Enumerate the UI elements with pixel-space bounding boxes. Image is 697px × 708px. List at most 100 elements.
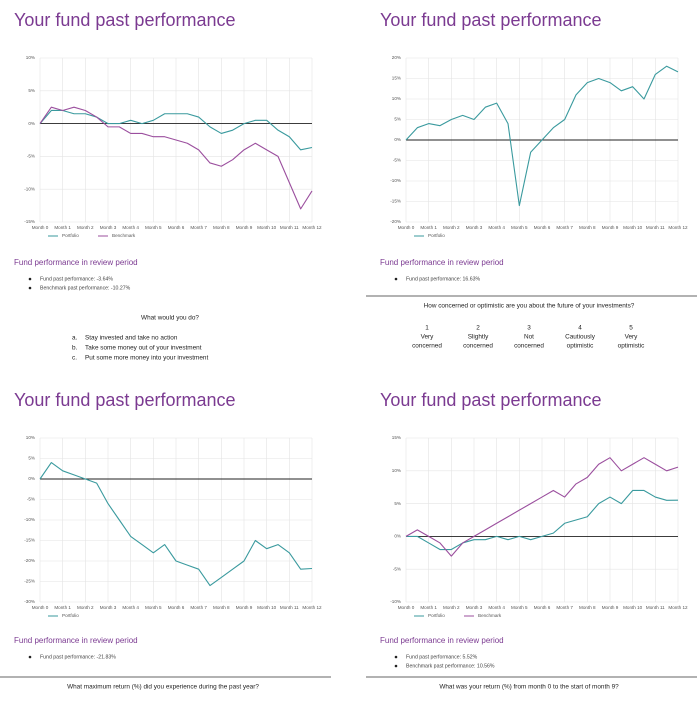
x-tick-label: Month 7 [190, 225, 207, 230]
panel-title: Your fund past performance [380, 390, 601, 410]
x-tick-label: Month 8 [213, 225, 230, 230]
y-tick-label: -15% [390, 199, 401, 204]
scale-label: optimistic [567, 343, 594, 350]
series-line [39, 106, 313, 210]
x-tick-label: Month 9 [602, 605, 619, 610]
x-tick-label: Month 6 [168, 225, 185, 230]
x-tick-label: Month 4 [122, 225, 139, 230]
scale-number: 4 [578, 325, 582, 332]
bullet-text: Fund past performance: 5.52% [406, 654, 478, 660]
x-tick-label: Month 0 [398, 225, 415, 230]
x-tick-label: Month 2 [77, 225, 94, 230]
x-tick-label: Month 1 [420, 225, 437, 230]
x-tick-label: Month 5 [145, 225, 162, 230]
series-line [406, 489, 679, 551]
scale-number: 1 [425, 325, 429, 332]
y-tick-label: 10% [392, 468, 401, 473]
y-tick-label: 20% [392, 55, 401, 60]
y-tick-label: 10% [392, 96, 401, 101]
x-tick-label: Month 10 [257, 605, 277, 610]
bullet-dot [28, 655, 32, 659]
option-text: Take some money out of your investment [85, 345, 202, 352]
x-tick-label: Month 4 [122, 605, 139, 610]
panel-title: Your fund past performance [14, 10, 235, 30]
x-tick-label: Month 7 [190, 605, 207, 610]
x-tick-label: Month 8 [579, 605, 596, 610]
x-tick-label: Month 4 [488, 225, 505, 230]
y-tick-label: -10% [24, 186, 35, 191]
x-tick-label: Month 7 [556, 225, 573, 230]
x-tick-label: Month 1 [420, 605, 437, 610]
x-tick-label: Month 4 [488, 605, 505, 610]
legend-label: Portfolio [62, 613, 79, 618]
panel: Your fund past performance 10% 5% 0% -5% -10%… [0, 390, 331, 691]
bullet-dot [28, 286, 32, 290]
x-tick-label: Month 3 [466, 225, 483, 230]
x-tick-label: Month 6 [168, 605, 185, 610]
y-tick-label: -5% [27, 154, 35, 159]
legend-label: Portfolio [428, 233, 445, 238]
y-tick-label: -20% [24, 558, 35, 563]
option-letter: c. [72, 355, 77, 362]
panel: Your fund past performance 15% 10% 5% 0% -5% -… [366, 390, 697, 691]
y-tick-label: -20% [390, 219, 401, 224]
x-tick-label: Month 2 [443, 225, 460, 230]
y-tick-label: 10% [26, 435, 35, 440]
series-line [405, 457, 679, 557]
x-tick-label: Month 8 [579, 225, 596, 230]
x-tick-label: Month 6 [534, 605, 551, 610]
x-tick-label: Month 11 [280, 605, 299, 610]
bullet-text: Benchmark past performance: -10.27% [40, 285, 131, 291]
scale-label: concerned [412, 343, 442, 350]
option-text: Stay invested and take no action [85, 335, 178, 342]
panel-title: Your fund past performance [380, 10, 601, 30]
y-tick-label: -5% [393, 158, 401, 163]
y-tick-label: 5% [394, 501, 401, 506]
x-tick-label: Month 0 [398, 605, 415, 610]
x-tick-label: Month 2 [443, 605, 460, 610]
y-tick-label: -10% [24, 517, 35, 522]
option-letter: b. [72, 345, 78, 352]
scale-label: Slightly [468, 334, 489, 341]
scale-label: concerned [463, 343, 493, 350]
scale-number: 5 [629, 325, 633, 332]
bullet-dot [28, 277, 32, 281]
bullet-dot [394, 655, 398, 659]
y-tick-label: -10% [390, 178, 401, 183]
x-tick-label: Month 0 [32, 605, 49, 610]
review-title: Fund performance in review period [380, 636, 504, 645]
x-tick-label: Month 10 [257, 225, 277, 230]
scale-label: Not [524, 334, 534, 341]
x-tick-label: Month 12 [668, 225, 688, 230]
y-tick-label: 5% [28, 456, 35, 461]
x-tick-label: Month 5 [511, 605, 528, 610]
y-tick-label: -25% [24, 579, 35, 584]
y-tick-label: 0% [28, 476, 35, 481]
x-tick-label: Month 11 [646, 225, 665, 230]
x-tick-label: Month 11 [646, 605, 665, 610]
x-tick-label: Month 10 [623, 225, 643, 230]
review-title: Fund performance in review period [14, 636, 138, 645]
legend-label: Benchmark [478, 613, 502, 618]
x-tick-label: Month 1 [54, 605, 71, 610]
x-tick-label: Month 11 [280, 225, 299, 230]
y-tick-label: -10% [390, 599, 401, 604]
y-tick-label: -5% [393, 566, 401, 571]
series-line [39, 109, 313, 151]
scale-label: optimistic [618, 343, 645, 350]
panel: Your fund past performance 20% 15% 10% 5% 0% -… [366, 10, 697, 350]
bullet-dot [394, 277, 398, 281]
legend-label: Portfolio [62, 233, 79, 238]
x-tick-label: Month 3 [100, 225, 117, 230]
review-title: Fund performance in review period [380, 258, 504, 267]
y-tick-label: 5% [394, 117, 401, 122]
x-tick-label: Month 9 [602, 225, 619, 230]
question: How concerned or optimistic are you abou… [424, 303, 635, 310]
panel-title: Your fund past performance [14, 390, 235, 410]
series-line [39, 462, 313, 587]
y-tick-label: -5% [27, 497, 35, 502]
option-letter: a. [72, 335, 78, 342]
y-tick-label: -15% [24, 219, 35, 224]
scale-number: 3 [527, 325, 531, 332]
